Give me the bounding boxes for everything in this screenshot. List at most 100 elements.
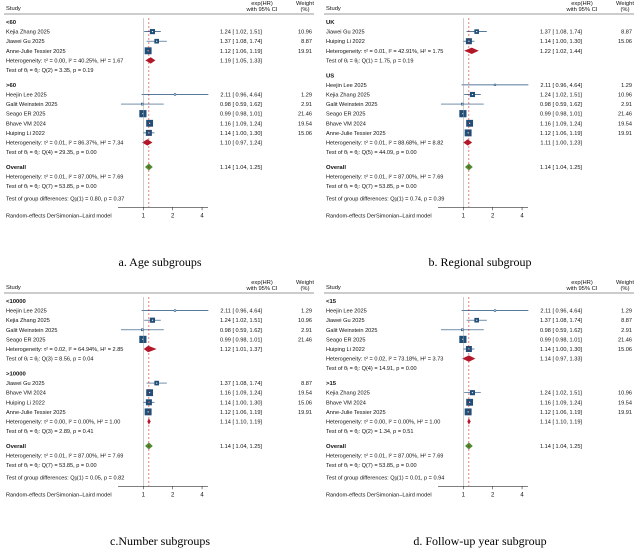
overall-effect-value: 1.14 [ 1.04, 1.25] — [540, 444, 582, 450]
model-footnote: Random-effects DerSimonian–Laird model — [326, 492, 432, 498]
x-axis-tick-label: 4 — [520, 492, 524, 498]
study-label: Galit Weinstein 2025 — [6, 328, 58, 334]
point-estimate-dot — [174, 310, 176, 312]
effect-column-header: exp(HR) — [251, 280, 273, 286]
effect-ci-value: 2.11 [ 0.96, 4.64] — [220, 309, 262, 315]
study-label: Seago ER 2025 — [326, 112, 366, 118]
subgroup-label: UK — [326, 20, 335, 26]
effect-ci-value: 1.16 [ 1.09, 1.24] — [540, 400, 582, 406]
effect-ci-value: 1.12 [ 1.06, 1.19] — [220, 410, 262, 416]
subgroup-pooled-diamond — [142, 139, 153, 146]
study-label: Galit Weinstein 2025 — [326, 102, 378, 108]
study-label: Bhave VM 2024 — [326, 121, 366, 127]
weight-value: 1.29 — [301, 92, 312, 98]
study-label: Bhave VM 2024 — [6, 121, 46, 127]
study-column-header: Study — [6, 6, 21, 12]
x-axis-tick-label: 4 — [200, 213, 204, 219]
effect-ci-value: 1.14 [ 1.00, 1.30] — [540, 39, 582, 45]
weight-value: 8.87 — [621, 318, 632, 324]
x-axis-tick-label: 2 — [171, 213, 175, 219]
effect-ci-value: 0.98 [ 0.59, 1.62] — [220, 328, 262, 334]
study-label: Anne-Julie Tessier 2025 — [6, 49, 66, 55]
overall-heterogeneity-text: Heterogeneity: τ² = 0.01, I² = 87.00%, H… — [6, 175, 123, 181]
point-estimate-dot — [151, 31, 154, 33]
weight-value: 19.91 — [298, 410, 312, 416]
x-axis-tick-label: 2 — [171, 492, 175, 498]
weight-value: 15.06 — [618, 39, 632, 45]
x-axis-tick-label: 1 — [142, 213, 146, 219]
pooled-effect-value: 1.19 [ 1.05, 1.33] — [220, 58, 262, 64]
effect-ci-value: 1.16 [ 1.09, 1.24] — [540, 121, 582, 127]
weight-unit-header: (%) — [620, 7, 629, 13]
weight-unit-header: (%) — [300, 286, 309, 292]
effect-ci-value: 2.11 [ 0.96, 4.64] — [220, 92, 262, 98]
subgroup-pooled-diamond — [145, 57, 156, 64]
point-estimate-dot — [471, 93, 474, 96]
subgroup-pooled-diamond — [464, 47, 479, 54]
effect-ci-value: 0.99 [ 0.98, 1.01] — [220, 112, 262, 118]
point-estimate-dot — [468, 40, 470, 42]
overall-test-text: Test of θᵢ = θⱼ: Q(7) = 53.85, p = 0.00 — [6, 184, 97, 190]
weight-value: 1.29 — [301, 309, 312, 315]
subgroup-label: <10000 — [6, 299, 27, 305]
homogeneity-test-text: Test of θᵢ = θⱼ: Q(3) = 8.56, p = 0.04 — [6, 357, 94, 363]
heterogeneity-text: Heterogeneity: τ² = 0.00, I² = 0.00%, H²… — [6, 419, 120, 425]
pooled-effect-value: 1.11 [ 1.00, 1.23] — [540, 140, 582, 146]
effect-ci-value: 1.37 [ 1.08, 1.74] — [220, 39, 262, 45]
heterogeneity-text: Heterogeneity: τ² = 0.01, I² = 86.37%, H… — [6, 140, 123, 146]
heterogeneity-text: Heterogeneity: τ² = 0.01, I² = 42.91%, H… — [326, 49, 443, 55]
weight-value: 19.91 — [618, 410, 632, 416]
weight-value: 19.91 — [618, 131, 632, 137]
study-label: Heejin Lee 2025 — [326, 309, 367, 315]
pooled-effect-value: 1.14 [ 1.10, 1.19] — [540, 419, 582, 425]
study-label: Jiawei Gu 2025 — [6, 381, 45, 387]
effect-ci-value: 1.24 [ 1.02, 1.51] — [540, 92, 582, 98]
panel-caption: a. Age subgroups — [119, 255, 202, 269]
overall-test-text: Test of θᵢ = θⱼ: Q(7) = 53.85, p = 0.00 — [6, 463, 97, 469]
overall-label: Overall — [6, 165, 26, 171]
pooled-effect-value: 1.22 [ 1.02, 1.44] — [540, 49, 582, 55]
point-estimate-dot — [147, 411, 149, 413]
effect-ci-value: 1.24 [ 1.02, 1.51] — [220, 318, 262, 324]
study-label: Anne-Julie Tessier 2025 — [6, 410, 66, 416]
study-column-header: Study — [326, 285, 341, 291]
weight-value: 2.91 — [301, 102, 312, 108]
point-estimate-dot — [156, 40, 158, 42]
point-estimate-dot — [471, 392, 474, 394]
homogeneity-test-text: Test of θᵢ = θⱼ: Q(2) = 3.35, p = 0.19 — [6, 68, 94, 74]
point-estimate-dot — [469, 401, 471, 403]
effect-ci-value: 1.37 [ 1.08, 1.74] — [220, 381, 262, 387]
effect-ci-value: 1.12 [ 1.06, 1.19] — [220, 49, 262, 55]
model-footnote: Random-effects DerSimonian–Laird model — [6, 492, 112, 498]
weight-value: 15.06 — [618, 347, 632, 353]
study-label: Jiawei Gu 2025 — [326, 30, 365, 36]
subgroup-label: <60 — [6, 20, 17, 26]
subgroup-label: >15 — [326, 381, 337, 387]
point-estimate-dot — [494, 84, 496, 86]
study-label: Huiping Li 2022 — [6, 131, 45, 137]
point-estimate-dot — [156, 382, 158, 384]
x-axis-tick-label: 2 — [491, 213, 495, 219]
overall-label: Overall — [326, 165, 346, 171]
weight-value: 2.91 — [621, 328, 632, 334]
effect-ci-value: 0.98 [ 0.59, 1.62] — [540, 328, 582, 334]
study-label: Kejia Zhang 2025 — [6, 30, 50, 36]
effect-column-header: exp(HR) — [571, 1, 593, 7]
study-label: Galit Weinstein 2025 — [6, 102, 58, 108]
study-label: Seago ER 2025 — [6, 112, 46, 118]
subgroup-label: <15 — [326, 299, 337, 305]
model-footnote: Random-effects DerSimonian–Laird model — [6, 213, 112, 219]
effect-ci-value: 0.98 [ 0.59, 1.62] — [220, 102, 262, 108]
study-label: Heejin Lee 2025 — [326, 83, 367, 89]
point-estimate-dot — [469, 122, 471, 124]
overall-heterogeneity-text: Heterogeneity: τ² = 0.01, I² = 87.00%, H… — [326, 454, 443, 460]
ci-column-header: with 95% CI — [246, 7, 278, 13]
weight-value: 21.46 — [298, 112, 312, 118]
effect-ci-value: 0.99 [ 0.98, 1.01] — [220, 337, 262, 343]
panel-caption: b. Regional subgroup — [429, 255, 532, 269]
model-footnote: Random-effects DerSimonian–Laird model — [326, 213, 432, 219]
overall-heterogeneity-text: Heterogeneity: τ² = 0.01, I² = 87.00%, H… — [6, 454, 123, 460]
weight-value: 10.96 — [298, 30, 312, 36]
